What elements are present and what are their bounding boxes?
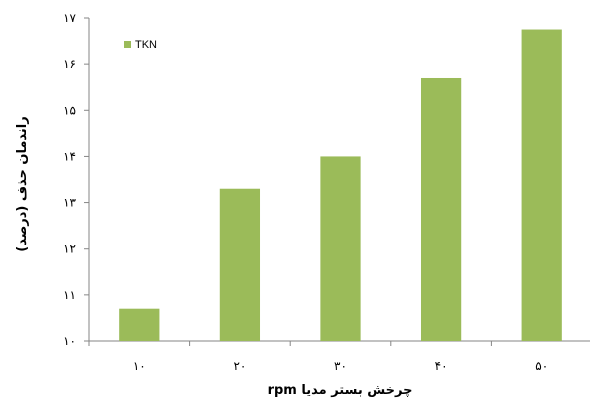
x-axis-title: چرخش بستر مدیا rpm: [268, 383, 413, 398]
bar: [119, 308, 160, 341]
x-axis: ۱۰ ۲۰ ۳۰ ۴۰ ۵۰: [88, 340, 590, 373]
y-axis-title: راندمان حذف (درصد): [15, 116, 30, 252]
x-tick-label: ۵۰: [535, 359, 548, 373]
y-axis: ۱۰ ۱۱ ۱۲ ۱۳ ۱۴ ۱۵ ۱۶ ۱۷: [63, 11, 90, 348]
bar: [420, 77, 462, 341]
bar: [219, 188, 261, 341]
legend: TKN: [124, 39, 157, 51]
x-tick-label: ۱۰: [133, 359, 146, 373]
bars: [119, 29, 562, 342]
legend-label-tkn: TKN: [135, 39, 157, 51]
y-tick-label: ۱۱: [63, 288, 76, 302]
x-tick-label: ۲۰: [233, 359, 246, 373]
bar: [320, 156, 361, 341]
y-tick-label: ۱۲: [63, 242, 76, 256]
x-tick-label: ۴۰: [435, 359, 448, 373]
y-tick-label: ۱۰: [63, 334, 76, 348]
y-tick-label: ۱۴: [63, 149, 76, 163]
y-tick-label: ۱۳: [63, 196, 76, 210]
y-tick-label: ۱۶: [63, 57, 76, 71]
bar: [521, 29, 562, 342]
y-tick-label: ۱۷: [63, 11, 76, 25]
x-tick-label: ۳۰: [334, 359, 347, 373]
legend-swatch-tkn: [124, 41, 131, 48]
y-tick-label: ۱۵: [63, 103, 76, 117]
